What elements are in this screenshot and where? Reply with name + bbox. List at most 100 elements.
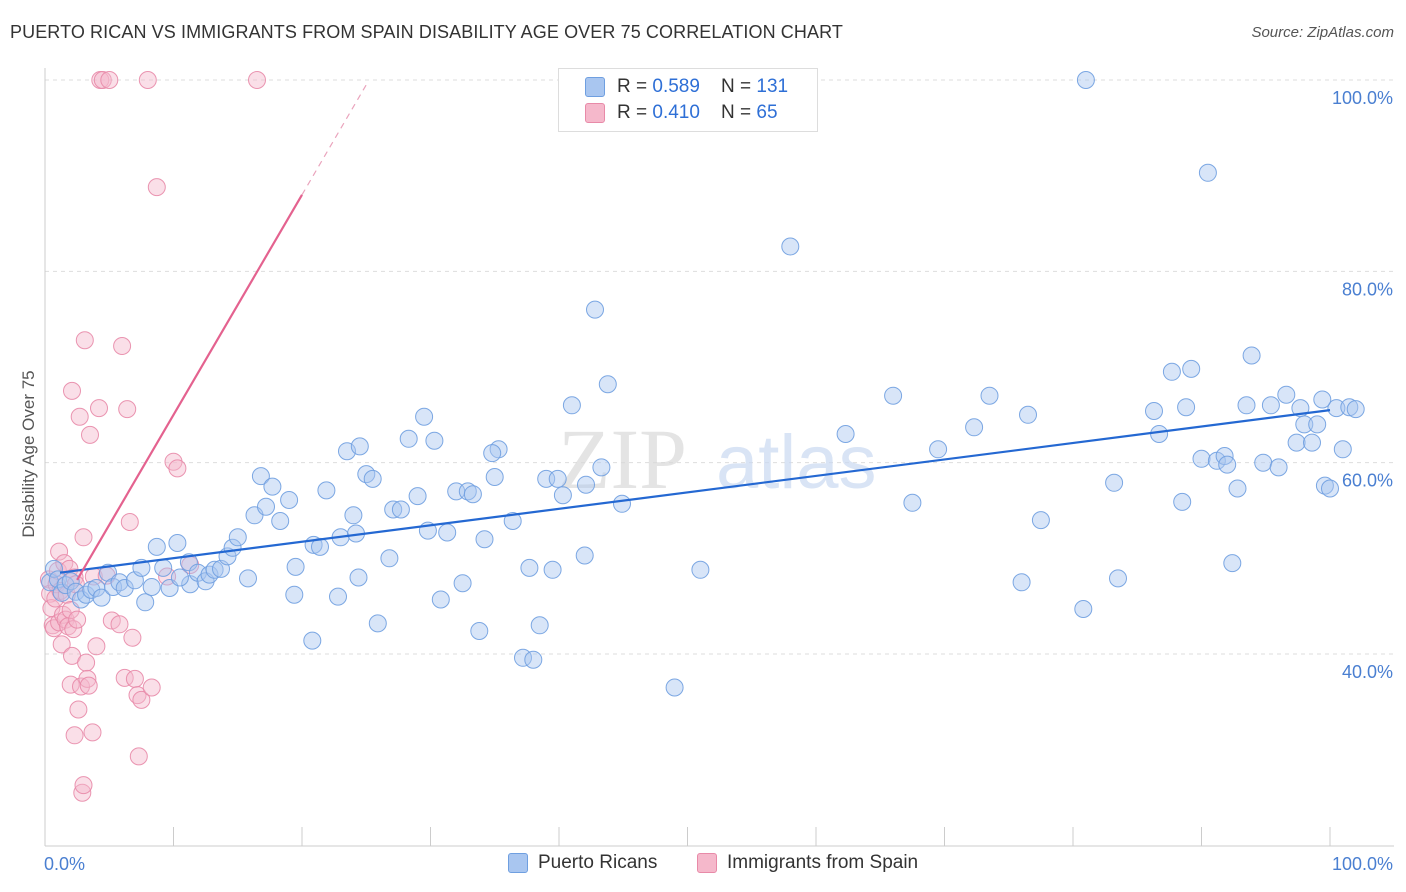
- data-point-puerto-ricans: [142, 578, 161, 596]
- legend-r-label: R =: [617, 76, 653, 97]
- data-point-immigrants-from-spain: [113, 337, 132, 355]
- data-point-puerto-ricans: [179, 553, 198, 572]
- data-point-puerto-ricans: [363, 469, 382, 488]
- data-point-puerto-ricans: [453, 574, 472, 593]
- data-point-puerto-ricans: [280, 491, 299, 509]
- data-point-puerto-ricans: [553, 486, 572, 505]
- data-point-puerto-ricans: [929, 440, 948, 459]
- data-point-immigrants-from-spain: [78, 669, 97, 688]
- data-point-puerto-ricans: [965, 418, 984, 437]
- data-point-puerto-ricans: [1333, 440, 1352, 459]
- y-tick-label: 40.0%: [1342, 662, 1393, 682]
- data-point-puerto-ricans: [1321, 479, 1339, 498]
- data-point-puerto-ricans: [415, 407, 434, 426]
- legend-row-immigrants-from-spain: R = 0.410 N = 65: [585, 101, 778, 125]
- data-point-puerto-ricans: [485, 468, 504, 486]
- data-point-puerto-ricans: [903, 493, 922, 512]
- legend-n-label: N =: [721, 76, 757, 97]
- data-point-puerto-ricans: [503, 512, 522, 530]
- legend-label: Puerto Ricans: [538, 852, 658, 873]
- data-point-puerto-ricans: [77, 585, 96, 604]
- data-point-puerto-ricans: [524, 650, 543, 669]
- data-point-immigrants-from-spain: [168, 459, 187, 478]
- legend-text: R = 0.410 N = 65: [617, 102, 778, 124]
- data-point-puerto-ricans: [1182, 359, 1201, 378]
- data-point-puerto-ricans: [1287, 433, 1306, 452]
- data-point-immigrants-from-spain: [118, 400, 137, 419]
- data-point-immigrants-from-spain: [70, 407, 89, 426]
- data-point-immigrants-from-spain: [110, 615, 129, 634]
- data-point-puerto-ricans: [543, 560, 562, 579]
- legend-row-puerto-ricans: R = 0.589 N = 131: [585, 75, 788, 99]
- y-tick-label: 60.0%: [1342, 471, 1393, 491]
- data-point-puerto-ricans: [1218, 455, 1237, 474]
- data-point-puerto-ricans: [1315, 476, 1334, 495]
- data-point-immigrants-from-spain: [115, 668, 134, 687]
- y-tick-label: 100.0%: [1332, 88, 1393, 108]
- data-point-puerto-ricans: [228, 528, 247, 547]
- data-point-immigrants-from-spain: [90, 399, 108, 418]
- data-point-puerto-ricans: [1177, 398, 1196, 417]
- data-point-immigrants-from-spain: [68, 610, 87, 629]
- data-point-puerto-ricans: [239, 569, 257, 588]
- data-point-puerto-ricans: [263, 477, 282, 496]
- legend-r-label: R =: [617, 102, 653, 123]
- data-point-immigrants-from-spain: [129, 747, 148, 766]
- data-point-puerto-ricans: [1261, 396, 1280, 415]
- data-point-puerto-ricans: [1223, 554, 1242, 573]
- data-point-puerto-ricans: [271, 512, 290, 530]
- y-tick-label: 80.0%: [1342, 279, 1393, 299]
- series-legend: Puerto Ricans Immigrants from Spain: [0, 852, 1406, 878]
- data-point-puerto-ricans: [285, 585, 304, 604]
- data-point-immigrants-from-spain: [65, 726, 84, 745]
- data-point-puerto-ricans: [530, 616, 549, 635]
- data-point-immigrants-from-spain: [147, 178, 166, 197]
- data-point-puerto-ricans: [1277, 385, 1296, 404]
- data-point-puerto-ricans: [470, 622, 489, 640]
- data-point-puerto-ricans: [170, 568, 189, 587]
- data-point-puerto-ricans: [1012, 573, 1031, 592]
- data-point-puerto-ricans: [110, 573, 129, 592]
- axes: [44, 68, 1394, 847]
- data-point-puerto-ricans: [391, 500, 410, 519]
- data-point-puerto-ricans: [1173, 492, 1192, 511]
- trend-line-immigrants-from-spain: [76, 194, 303, 581]
- data-point-puerto-ricans: [548, 469, 567, 488]
- trend-line-extension: [301, 84, 367, 196]
- x-tick-label: 0.0%: [44, 854, 85, 874]
- data-point-puerto-ricans: [1031, 511, 1050, 530]
- data-point-puerto-ricans: [200, 565, 219, 584]
- tick-labels: 40.0% 60.0% 80.0% 100.0% 0.0% 100.0%: [44, 88, 1393, 874]
- data-point-puerto-ricans: [562, 396, 581, 415]
- legend-item-immigrants-from-spain: Immigrants from Spain: [697, 852, 918, 874]
- data-point-immigrants-from-spain: [93, 71, 112, 89]
- data-point-puerto-ricans: [61, 572, 80, 591]
- data-point-puerto-ricans: [344, 506, 363, 525]
- x-tick-label: 100.0%: [1332, 854, 1393, 874]
- data-point-puerto-ricans: [884, 386, 903, 405]
- data-point-immigrants-from-spain: [120, 513, 139, 531]
- data-point-immigrants-from-spain: [69, 700, 88, 719]
- legend-item-puerto-ricans: Puerto Ricans: [508, 852, 657, 874]
- legend-swatch-pink: [697, 853, 717, 873]
- data-point-puerto-ricans: [380, 549, 399, 568]
- data-point-puerto-ricans: [520, 558, 539, 577]
- data-point-puerto-ricans: [1019, 405, 1037, 424]
- data-point-puerto-ricans: [399, 429, 418, 448]
- legend-swatch-blue: [508, 853, 528, 873]
- trend-line-puerto-ricans: [59, 409, 1331, 574]
- data-point-puerto-ricans: [592, 458, 611, 477]
- data-point-immigrants-from-spain: [248, 71, 266, 89]
- data-point-puerto-ricans: [408, 487, 427, 506]
- data-point-immigrants-from-spain: [73, 783, 92, 802]
- trend-lines: [59, 84, 1331, 581]
- data-point-puerto-ricans: [781, 237, 800, 256]
- data-point-puerto-ricans: [577, 475, 595, 494]
- data-point-puerto-ricans: [475, 530, 494, 549]
- data-point-puerto-ricans: [586, 300, 604, 319]
- data-point-puerto-ricans: [1076, 71, 1095, 89]
- y-axis-label: Disability Age Over 75: [19, 370, 38, 537]
- data-point-immigrants-from-spain: [100, 71, 119, 89]
- data-point-puerto-ricans: [349, 568, 368, 587]
- data-point-immigrants-from-spain: [79, 676, 98, 695]
